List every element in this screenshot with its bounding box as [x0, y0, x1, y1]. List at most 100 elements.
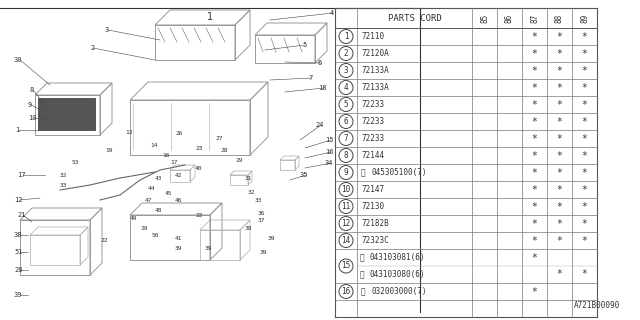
Text: 33: 33 — [60, 182, 67, 188]
Text: 032003000(7): 032003000(7) — [371, 287, 426, 296]
Text: 13: 13 — [125, 130, 132, 134]
Text: 72144: 72144 — [361, 151, 384, 160]
Text: 72147: 72147 — [361, 185, 384, 194]
Text: Ⓦ: Ⓦ — [361, 287, 365, 296]
Text: 1: 1 — [344, 32, 348, 41]
Text: 49: 49 — [130, 215, 138, 220]
Text: 87: 87 — [530, 13, 539, 23]
Text: 51: 51 — [14, 249, 22, 255]
Text: 8: 8 — [30, 87, 35, 93]
Text: *: * — [557, 236, 563, 245]
Text: *: * — [532, 31, 538, 42]
Text: 19: 19 — [105, 148, 113, 153]
Text: 16: 16 — [325, 149, 333, 155]
Text: 17: 17 — [170, 159, 177, 164]
Text: 27: 27 — [215, 135, 223, 140]
Text: *: * — [532, 116, 538, 126]
Text: 86: 86 — [505, 13, 514, 23]
Text: 2: 2 — [90, 45, 94, 51]
Text: *: * — [532, 83, 538, 92]
Text: PARTS CORD: PARTS CORD — [388, 13, 442, 22]
Text: 26: 26 — [175, 131, 182, 135]
Text: 29: 29 — [140, 226, 147, 230]
Text: 31: 31 — [245, 175, 253, 180]
Text: *: * — [557, 66, 563, 76]
Text: 16: 16 — [162, 153, 170, 157]
Text: 3: 3 — [105, 27, 109, 33]
Text: 045305100(7): 045305100(7) — [371, 168, 426, 177]
Text: 50: 50 — [152, 233, 159, 237]
Text: 32: 32 — [248, 189, 255, 195]
Text: *: * — [582, 116, 588, 126]
Text: 14: 14 — [150, 142, 157, 148]
Text: 22: 22 — [100, 237, 108, 243]
Text: *: * — [532, 100, 538, 109]
Text: 44: 44 — [148, 186, 156, 190]
Text: 23: 23 — [195, 146, 202, 150]
Text: 12: 12 — [14, 197, 22, 203]
Text: 72323C: 72323C — [361, 236, 388, 245]
Text: *: * — [557, 133, 563, 143]
Text: *: * — [582, 100, 588, 109]
Text: 6: 6 — [344, 117, 348, 126]
Text: *: * — [582, 150, 588, 161]
Text: *: * — [532, 236, 538, 245]
Text: *: * — [532, 133, 538, 143]
Text: 72233: 72233 — [361, 100, 384, 109]
Text: *: * — [582, 83, 588, 92]
Text: 15: 15 — [325, 137, 333, 143]
Text: 42: 42 — [175, 172, 182, 178]
Text: *: * — [582, 31, 588, 42]
Text: 41: 41 — [175, 236, 182, 241]
Text: 7: 7 — [308, 75, 312, 81]
Text: 4: 4 — [344, 83, 348, 92]
Text: 72182B: 72182B — [361, 219, 388, 228]
Text: 1: 1 — [15, 127, 19, 133]
Text: 38: 38 — [14, 232, 22, 238]
Text: A721B00090: A721B00090 — [573, 301, 620, 310]
Text: 39: 39 — [175, 245, 182, 251]
Text: *: * — [532, 286, 538, 297]
Text: 72110: 72110 — [361, 32, 384, 41]
Text: 72133A: 72133A — [361, 66, 388, 75]
Text: 32: 32 — [60, 172, 67, 178]
Text: 43: 43 — [155, 175, 163, 180]
Text: 28: 28 — [220, 148, 227, 153]
Text: 3: 3 — [344, 66, 348, 75]
Text: *: * — [582, 236, 588, 245]
Text: 88: 88 — [555, 13, 564, 23]
Text: *: * — [557, 31, 563, 42]
Text: 33: 33 — [255, 197, 262, 203]
Text: 34: 34 — [325, 160, 333, 166]
Text: *: * — [557, 219, 563, 228]
Text: *: * — [582, 202, 588, 212]
Text: *: * — [557, 269, 563, 279]
Text: 39: 39 — [14, 292, 22, 298]
Text: *: * — [557, 116, 563, 126]
Text: 14: 14 — [341, 236, 351, 245]
Text: 45: 45 — [165, 190, 173, 196]
Text: 2: 2 — [344, 49, 348, 58]
Text: 5: 5 — [302, 42, 307, 48]
Text: *: * — [532, 167, 538, 178]
Text: 5: 5 — [344, 100, 348, 109]
Text: 72233: 72233 — [361, 117, 384, 126]
Text: 29: 29 — [235, 157, 243, 163]
Text: 21: 21 — [17, 212, 26, 218]
Text: *: * — [557, 185, 563, 195]
Text: 9: 9 — [344, 168, 348, 177]
Text: 12: 12 — [341, 219, 351, 228]
Text: Ⓢ: Ⓢ — [361, 168, 365, 177]
Text: 22: 22 — [195, 212, 202, 218]
Text: 11: 11 — [341, 202, 351, 211]
Text: 39: 39 — [268, 236, 275, 241]
Text: *: * — [557, 100, 563, 109]
Text: *: * — [582, 167, 588, 178]
Text: 39: 39 — [260, 250, 268, 254]
Text: 043103080(6): 043103080(6) — [370, 270, 426, 279]
Text: 72233: 72233 — [361, 134, 384, 143]
Text: 18: 18 — [318, 85, 326, 91]
Polygon shape — [38, 98, 95, 130]
Text: Ⓢ: Ⓢ — [360, 253, 365, 262]
Text: *: * — [582, 133, 588, 143]
